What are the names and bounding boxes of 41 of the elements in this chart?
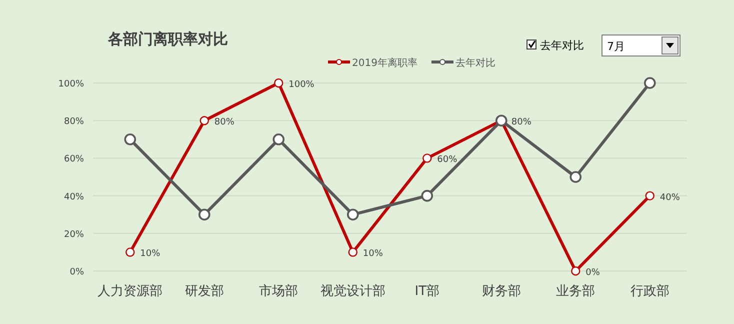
data-label: 0% [586, 268, 600, 278]
point [200, 116, 209, 126]
y-tick-label: 20% [64, 230, 84, 240]
point [274, 78, 284, 88]
point [272, 134, 285, 146]
data-label: 60% [437, 155, 458, 166]
x-tick-label: IT部 [414, 284, 440, 299]
point [570, 171, 582, 183]
x-tick-label: 研发部 [184, 284, 224, 299]
point [198, 208, 210, 220]
point [346, 208, 359, 220]
data-label: 10% [140, 249, 161, 260]
data-label: 80% [511, 118, 532, 128]
point [644, 77, 656, 89]
chart-title: 各部门离职率对比 [107, 30, 228, 48]
data-label: 100% [288, 80, 315, 90]
text: 去年对比 [540, 39, 584, 52]
y-tick-label: 40% [64, 192, 84, 202]
data-label: 10% [362, 249, 384, 260]
point [422, 154, 432, 163]
y-tick-label: 80% [64, 117, 84, 128]
point [124, 134, 136, 146]
point [126, 248, 135, 257]
legend-label: 2019年离职率 [352, 57, 418, 69]
x-tick-label: 财务部 [482, 284, 521, 299]
x-tick-label: 市场部 [259, 284, 298, 299]
data-label: 80% [214, 118, 235, 128]
y-tick-label: 60% [64, 154, 84, 165]
legend-label: 去年对比 [455, 57, 496, 69]
point [421, 190, 434, 202]
x-tick-label: 视觉设计部 [320, 284, 386, 299]
point [348, 248, 358, 257]
y-tick-label: 100% [58, 80, 84, 90]
x-tick-label: 业务部 [556, 284, 596, 299]
point [571, 266, 580, 276]
y-tick-label: 0% [70, 268, 84, 278]
point [645, 191, 654, 200]
x-tick-label: 行政部 [630, 284, 670, 299]
x-tick-label: 人力资源部 [98, 284, 163, 299]
data-label: 40% [660, 192, 680, 203]
text: 7月 [607, 40, 625, 53]
